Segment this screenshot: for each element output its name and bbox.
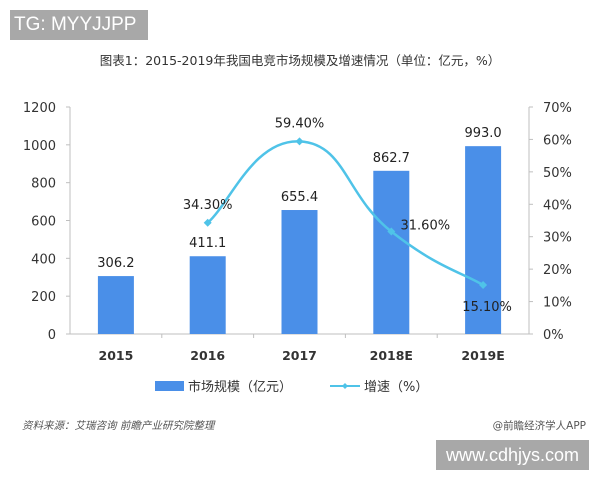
chart-title: 图表1：2015-2019年我国电竞市场规模及增速情况（单位：亿元，%） [99, 53, 501, 68]
left-axis-tick-label: 1200 [23, 101, 56, 116]
growth-value-label: 15.10% [462, 300, 512, 315]
right-axis-tick-label: 70% [543, 101, 572, 116]
growth-marker-icon [203, 218, 212, 227]
growth-marker-icon [295, 137, 304, 146]
left-axis-tick-label: 200 [31, 290, 56, 305]
legend-marker-icon [342, 383, 348, 389]
legend-bar-label: 市场规模（亿元） [188, 379, 292, 395]
credit-note: @前瞻经济学人APP [492, 420, 586, 432]
right-axis-tick-label: 50% [543, 166, 572, 181]
legend-bar-swatch [155, 381, 184, 391]
x-axis-category-label: 2017 [282, 348, 317, 363]
left-axis-tick-label: 800 [31, 177, 56, 192]
bar-value-label: 862.7 [373, 151, 410, 166]
x-axis-category-label: 2016 [190, 348, 225, 363]
bar [189, 256, 226, 334]
right-axis-tick-label: 30% [543, 231, 572, 246]
growth-value-label: 34.30% [183, 198, 233, 213]
left-axis-tick-label: 1000 [23, 139, 56, 154]
right-axis-tick-label: 10% [543, 296, 572, 311]
left-axis-tick-label: 600 [31, 215, 56, 230]
source-note: 资料来源：艾瑞咨询 前瞻产业研究院整理 [22, 420, 215, 432]
bar-value-label: 993.0 [464, 126, 501, 141]
growth-value-label: 31.60% [401, 219, 451, 234]
watermark-top-left: TG: MYYJJPP [10, 10, 148, 40]
chart-plot: 0 200 400 600 800 1000 1200 0% 10% 20% 30% 40% 50% 60… [23, 101, 572, 395]
x-axis-category-label: 2018E [370, 348, 413, 363]
left-axis-tick-label: 400 [31, 252, 56, 267]
bar [465, 146, 502, 334]
legend-line-label: 增速（%） [364, 380, 428, 395]
bar [373, 170, 410, 334]
right-axis-tick-label: 20% [543, 263, 572, 278]
x-axis-category-label: 2019E [461, 348, 504, 363]
right-axis-tick-label: 40% [543, 198, 572, 213]
growth-value-label: 59.40% [275, 116, 325, 131]
bar-value-label: 411.1 [189, 236, 226, 251]
bar [97, 276, 134, 334]
bar-value-label: 655.4 [281, 190, 318, 205]
x-axis-category-label: 2015 [99, 348, 134, 363]
right-axis-tick-label: 0% [543, 328, 564, 343]
left-axis-tick-label: 0 [48, 328, 56, 343]
growth-marker-icon [387, 227, 396, 236]
bar-value-label: 306.2 [97, 256, 134, 271]
watermark-bottom-right: www.cdhjys.com [436, 440, 589, 470]
growth-marker-icon [479, 281, 488, 290]
bar [281, 210, 318, 334]
right-axis-tick-label: 60% [543, 133, 572, 148]
growth-line [206, 140, 484, 287]
